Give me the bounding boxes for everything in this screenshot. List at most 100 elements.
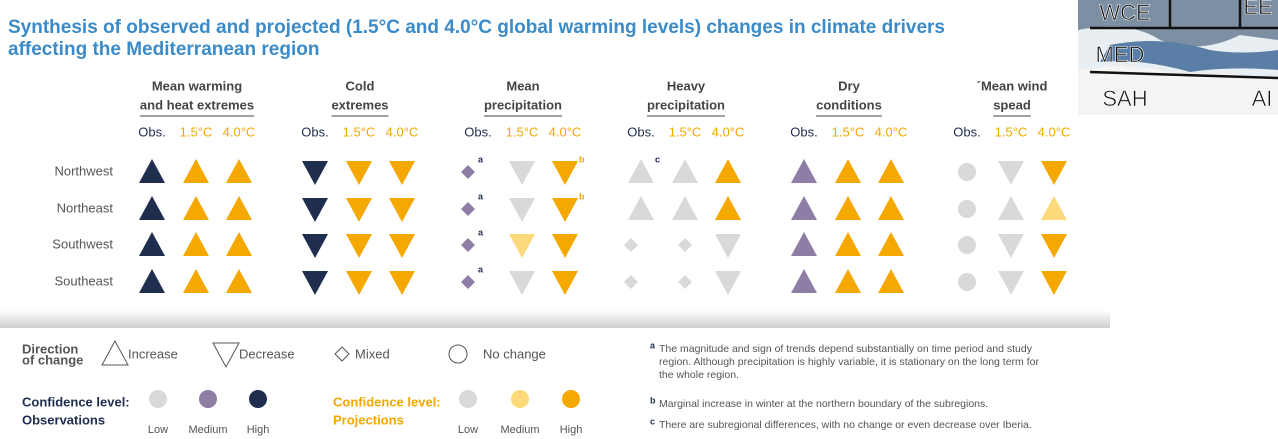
land [1078,0,1278,47]
subheader: 1.5°C [506,124,539,139]
triangle-up [715,196,741,220]
triangle-down [715,271,741,295]
triangle-up [226,232,252,256]
triangle-down [346,271,372,295]
subheader: 4.0°C [223,124,256,139]
triangle-down [1041,234,1067,258]
subheader: 4.0°C [549,124,582,139]
triangle-down [998,271,1024,295]
triangle-down [998,234,1024,258]
triangle-up [672,196,698,220]
map [1078,0,1278,115]
note-mark: a [478,264,484,274]
group-title: Dry [838,78,860,93]
triangle-up [878,159,904,183]
subheader: Obs. [790,124,817,139]
triangle-up [183,196,209,220]
legend-title: of change [22,352,83,367]
triangle-up [139,269,165,293]
triangle-down [389,198,415,222]
note-mark: c [655,154,660,164]
triangle-down [346,198,372,222]
group-title: spead [993,97,1031,112]
legend-label: Decrease [239,346,295,361]
land [1078,66,1278,115]
triangle-up [139,196,165,220]
note-mark: a [478,154,484,164]
triangle-down [212,342,240,369]
map-label: EE [1243,0,1272,19]
sea [1100,41,1278,72]
borders [1089,0,1278,80]
triangle-down [346,161,372,185]
triangle-up [791,232,817,256]
triangle-up [835,269,861,293]
legend-label: Low [458,424,478,436]
triangle-up [672,159,698,183]
triangle-down [509,198,535,222]
group-title: ´Mean wind [977,78,1048,93]
legend-label: Mixed [355,346,390,361]
row-label: Northeast [57,200,114,215]
map-label: WCE [1099,0,1150,25]
legend-label: High [247,424,270,436]
group-title: Mean [506,78,539,93]
legend-title: Projections [333,412,404,427]
triangle-up [628,159,654,183]
legend-label: Low [148,424,168,436]
confidence-dot [149,390,167,408]
triangle-up [791,269,817,293]
triangle-down [552,161,578,185]
subheader: 4.0°C [1038,124,1071,139]
map-label: MED [1096,42,1145,67]
legend-label: High [560,424,583,436]
row-label: Northwest [54,163,113,178]
content: WCE EE MED SAH AI Synthesis of observed and p… [8,0,1273,436]
subheader: 4.0°C [712,124,745,139]
confidence-dot [562,390,580,408]
legend-title: Observations [22,412,105,427]
legend-title: Direction [22,341,78,356]
footnote: region. Although precipitation is highly… [659,356,1039,368]
diamond [334,346,350,362]
triangle-up [998,196,1024,220]
triangle-up [226,196,252,220]
triangle-up [183,232,209,256]
circle [958,236,976,254]
row-label: Southeast [54,273,113,288]
map-label: AI [1252,86,1273,111]
circle [958,163,976,181]
triangle-up [183,159,209,183]
group-title: conditions [816,97,882,112]
group-title: extremes [331,97,388,112]
legend-title: Confidence level: [22,394,130,409]
footnote-mark: c [650,416,655,426]
divider [0,310,1110,328]
triangle-up [628,196,654,220]
triangle-down [302,234,328,258]
triangle-down [552,234,578,258]
triangle-down [302,271,328,295]
circle [958,273,976,291]
footnote: There are subregional differences, with … [659,419,1032,431]
triangle-up [715,159,741,183]
subheader: 4.0°C [386,124,419,139]
diamond [678,275,692,289]
row-label: Southwest [52,236,113,251]
diamond [461,275,475,289]
triangle-up [835,232,861,256]
map-label: SAH [1102,86,1147,111]
subheader: 4.0°C [875,124,908,139]
footnote-mark: a [650,340,656,350]
subheader: Obs. [953,124,980,139]
triangle-up [791,196,817,220]
group-title: Mean warming [152,78,242,93]
group-title: precipitation [484,97,562,112]
subheader: 1.5°C [669,124,702,139]
legend-label: Medium [188,424,227,436]
subheader: Obs. [464,124,491,139]
footnote: The magnitude and sign of trends depend … [659,343,1033,355]
subheader: 1.5°C [995,124,1028,139]
triangle-up [226,269,252,293]
footnote: Marginal increase in winter at the north… [659,398,988,410]
